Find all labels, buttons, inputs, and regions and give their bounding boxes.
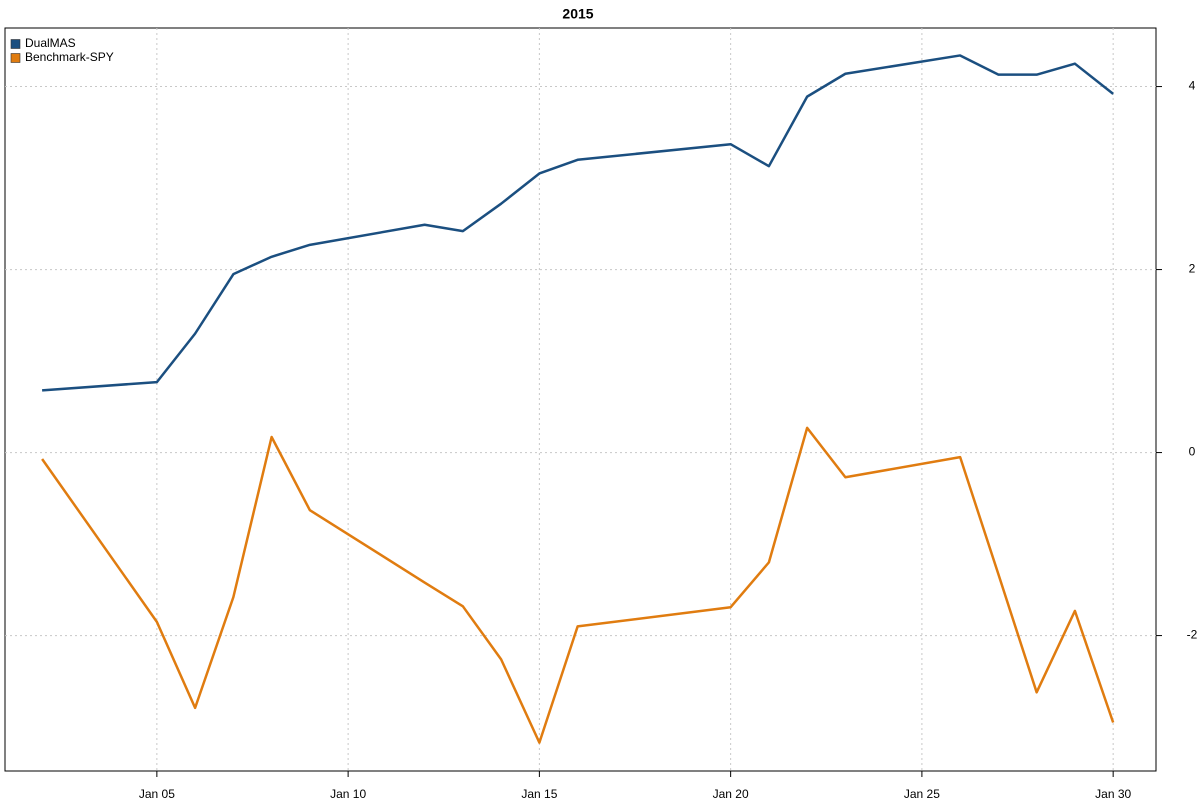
x-tick-label: Jan 05 [139, 787, 175, 800]
legend-swatch [10, 39, 21, 49]
x-tick-label: Jan 30 [1095, 787, 1131, 800]
series-line [42, 54, 1114, 392]
y-tick-label: 0 [1189, 445, 1196, 459]
x-tick-label: Jan 25 [904, 787, 940, 800]
series-line [41, 426, 1115, 744]
chart-title: 2015 [562, 6, 593, 22]
y-tick-label: 2 [1189, 262, 1196, 276]
legend-label: Benchmark-SPY [25, 50, 114, 64]
y-tick-label: 4 [1189, 79, 1196, 93]
legend-swatch [10, 53, 21, 63]
x-tick-label: Jan 15 [521, 787, 557, 800]
x-tick-label: Jan 10 [330, 787, 366, 800]
legend-label: DualMAS [25, 36, 76, 50]
plot-frame [4, 27, 1157, 772]
y-tick-label: -2 [1187, 628, 1198, 642]
x-tick-label: Jan 20 [713, 787, 749, 800]
